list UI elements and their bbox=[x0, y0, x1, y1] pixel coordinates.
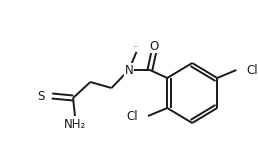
Text: methyl: methyl bbox=[134, 45, 139, 47]
Text: Cl: Cl bbox=[127, 109, 138, 122]
Text: N: N bbox=[124, 64, 133, 76]
Text: NH₂: NH₂ bbox=[64, 118, 86, 131]
Text: S: S bbox=[37, 89, 44, 103]
Text: O: O bbox=[149, 40, 158, 52]
Text: Cl: Cl bbox=[246, 64, 258, 76]
